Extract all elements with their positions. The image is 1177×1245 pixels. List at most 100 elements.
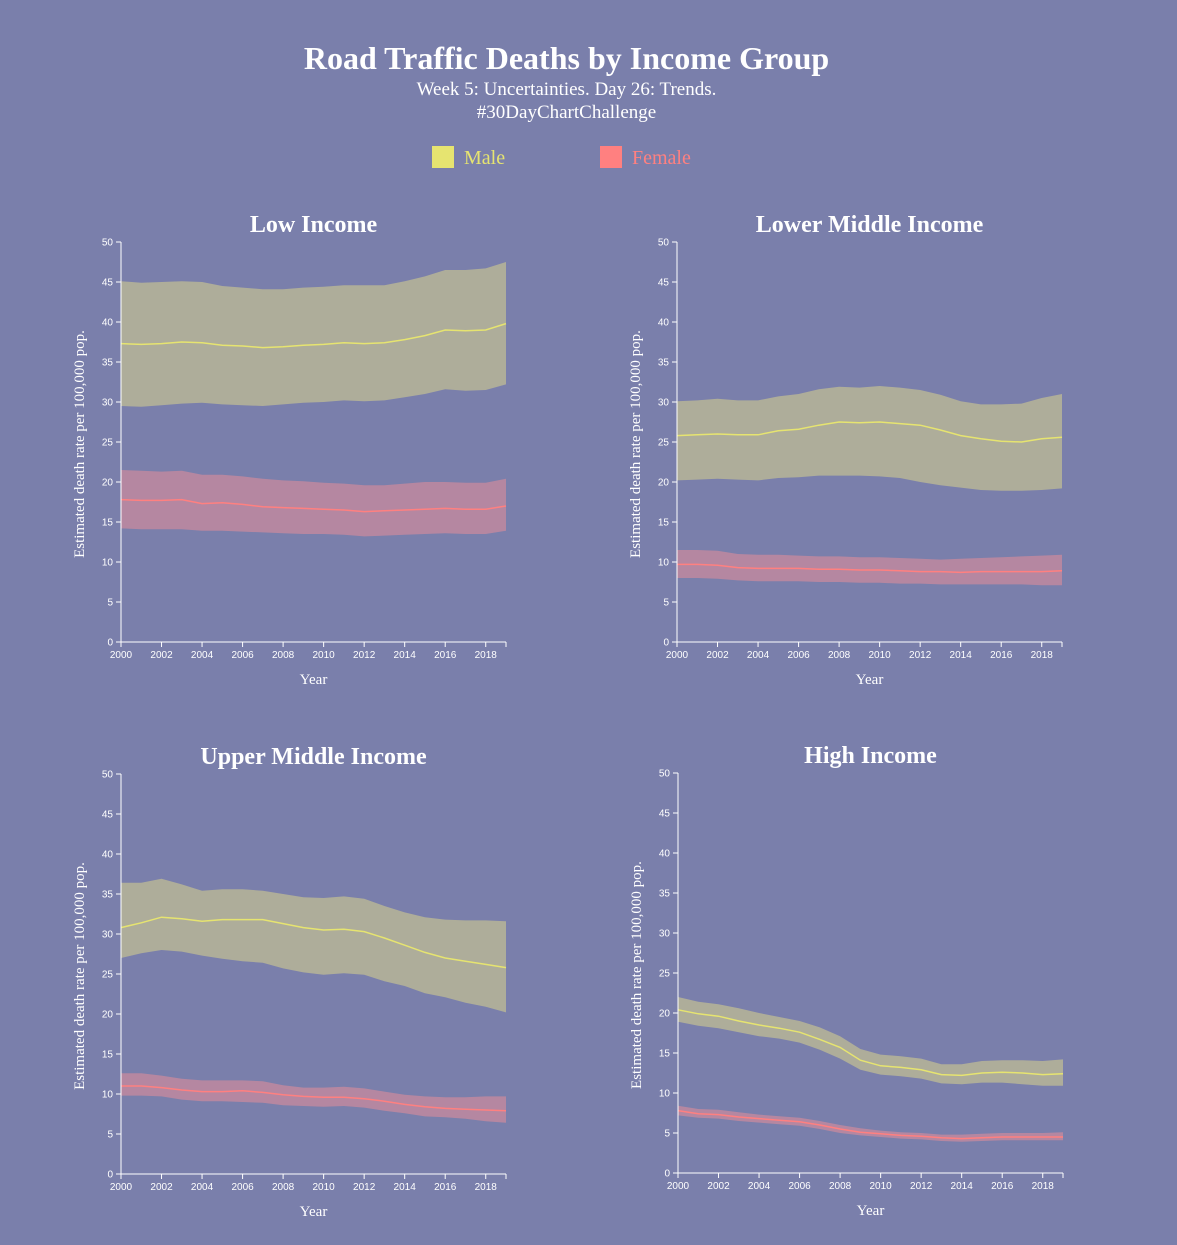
x-tick-label: 2004 bbox=[747, 650, 770, 661]
x-tick-label: 2004 bbox=[748, 1181, 771, 1192]
y-tick-label: 40 bbox=[102, 850, 114, 861]
y-tick-label: 5 bbox=[663, 598, 669, 609]
y-tick-label: 20 bbox=[102, 1010, 114, 1021]
y-tick-label: 10 bbox=[659, 1089, 671, 1100]
x-tick-label: 2002 bbox=[706, 650, 729, 661]
legend-swatch-female bbox=[600, 146, 622, 168]
x-tick-label: 2018 bbox=[475, 1182, 498, 1193]
y-tick-label: 30 bbox=[102, 930, 114, 941]
y-tick-label: 30 bbox=[102, 398, 114, 409]
y-tick-label: 15 bbox=[658, 518, 670, 529]
chart-subtitle-line2: #30DayChartChallenge bbox=[476, 102, 657, 123]
panel-title: Upper Middle Income bbox=[200, 744, 427, 770]
line-female bbox=[677, 563, 1063, 574]
y-tick-label: 15 bbox=[102, 518, 114, 529]
x-axis-label: Year bbox=[856, 672, 884, 688]
band-male bbox=[121, 878, 506, 1013]
y-tick-label: 45 bbox=[659, 809, 671, 820]
y-tick-label: 45 bbox=[102, 810, 114, 821]
y-tick-label: 50 bbox=[102, 238, 114, 249]
y-tick-label: 30 bbox=[659, 929, 671, 940]
y-tick-label: 15 bbox=[659, 1049, 671, 1060]
legend-label-male: Male bbox=[464, 147, 506, 169]
x-tick-label: 2008 bbox=[272, 1182, 295, 1193]
chart-title: Road Traffic Deaths by Income Group bbox=[303, 40, 830, 76]
y-axis-label: Estimated death rate per 100,000 pop. bbox=[628, 330, 644, 558]
x-tick-label: 2002 bbox=[707, 1181, 730, 1192]
y-tick-label: 5 bbox=[107, 598, 113, 609]
line-male bbox=[120, 916, 507, 969]
x-axis-label: Year bbox=[300, 1204, 328, 1220]
line-male bbox=[120, 322, 507, 349]
y-tick-label: 35 bbox=[102, 890, 114, 901]
x-tick-label: 2014 bbox=[394, 1182, 417, 1193]
line-female bbox=[677, 1109, 1063, 1140]
line-female bbox=[121, 1085, 507, 1112]
y-tick-label: 35 bbox=[659, 889, 671, 900]
x-tick-label: 2012 bbox=[353, 650, 376, 661]
y-axis-label: Estimated death rate per 100,000 pop. bbox=[629, 861, 645, 1089]
y-tick-label: 25 bbox=[102, 438, 114, 449]
y-tick-label: 50 bbox=[658, 238, 670, 249]
y-tick-label: 35 bbox=[658, 358, 670, 369]
band-female bbox=[678, 1105, 1063, 1142]
y-axis-label: Estimated death rate per 100,000 pop. bbox=[72, 862, 88, 1090]
x-tick-label: 2000 bbox=[110, 650, 133, 661]
panel-title: Lower Middle Income bbox=[756, 212, 984, 238]
x-tick-label: 2010 bbox=[313, 650, 336, 661]
y-tick-label: 25 bbox=[659, 969, 671, 980]
y-tick-label: 50 bbox=[102, 770, 114, 781]
y-tick-label: 40 bbox=[102, 318, 114, 329]
chart-subtitle-line1: Week 5: Uncertainties. Day 26: Trends. bbox=[416, 79, 717, 100]
line-male bbox=[677, 1009, 1064, 1077]
x-axis-label: Year bbox=[857, 1203, 885, 1219]
x-tick-label: 2008 bbox=[272, 650, 295, 661]
band-female bbox=[121, 1073, 506, 1123]
y-tick-label: 20 bbox=[659, 1009, 671, 1020]
x-tick-label: 2008 bbox=[828, 650, 851, 661]
x-tick-label: 2012 bbox=[353, 1182, 376, 1193]
x-tick-label: 2004 bbox=[191, 1182, 214, 1193]
panel-title: Low Income bbox=[250, 212, 378, 238]
x-tick-label: 2006 bbox=[231, 650, 254, 661]
x-tick-label: 2000 bbox=[666, 650, 689, 661]
x-tick-label: 2006 bbox=[231, 1182, 254, 1193]
x-tick-label: 2014 bbox=[951, 1181, 974, 1192]
panel-4: High Income 0 5 10 15 20 25 30 35 40 45 50 2000 2002 2… bbox=[629, 743, 1064, 1219]
x-tick-label: 2016 bbox=[434, 650, 457, 661]
y-tick-label: 45 bbox=[658, 278, 670, 289]
y-tick-label: 0 bbox=[107, 638, 113, 649]
x-tick-label: 2012 bbox=[910, 1181, 933, 1192]
y-tick-label: 30 bbox=[658, 398, 670, 409]
y-tick-label: 40 bbox=[658, 318, 670, 329]
legend-swatch-male bbox=[432, 146, 454, 168]
y-tick-label: 50 bbox=[659, 769, 671, 780]
panel-3: Upper Middle Income 0 5 10 15 20 25 30 35 40 45 50 2… bbox=[72, 744, 507, 1220]
y-tick-label: 10 bbox=[658, 558, 670, 569]
band-female bbox=[121, 470, 506, 537]
y-tick-label: 0 bbox=[107, 1170, 113, 1181]
line-female bbox=[120, 498, 507, 513]
x-tick-label: 2002 bbox=[150, 650, 173, 661]
y-tick-label: 0 bbox=[663, 638, 669, 649]
x-axis-label: Year bbox=[300, 672, 328, 688]
y-tick-label: 40 bbox=[659, 849, 671, 860]
y-tick-label: 15 bbox=[102, 1050, 114, 1061]
y-tick-label: 25 bbox=[102, 970, 114, 981]
line-male bbox=[676, 421, 1063, 443]
panel-title: High Income bbox=[804, 743, 937, 769]
panel-2: Lower Middle Income 0 5 10 15 20 25 30 35 40 45 50 2… bbox=[628, 212, 1063, 688]
y-tick-label: 5 bbox=[664, 1129, 670, 1140]
band-female bbox=[677, 550, 1062, 586]
x-tick-label: 2016 bbox=[434, 1182, 457, 1193]
x-tick-label: 2010 bbox=[313, 1182, 336, 1193]
x-tick-label: 2012 bbox=[909, 650, 932, 661]
y-tick-label: 35 bbox=[102, 358, 114, 369]
x-tick-label: 2018 bbox=[1032, 1181, 1055, 1192]
x-tick-label: 2010 bbox=[870, 1181, 893, 1192]
legend-label-female: Female bbox=[632, 147, 691, 169]
x-tick-label: 2000 bbox=[110, 1182, 133, 1193]
chart-header: Road Traffic Deaths by Income Group Week… bbox=[0, 38, 1133, 124]
x-tick-label: 2002 bbox=[150, 1182, 173, 1193]
